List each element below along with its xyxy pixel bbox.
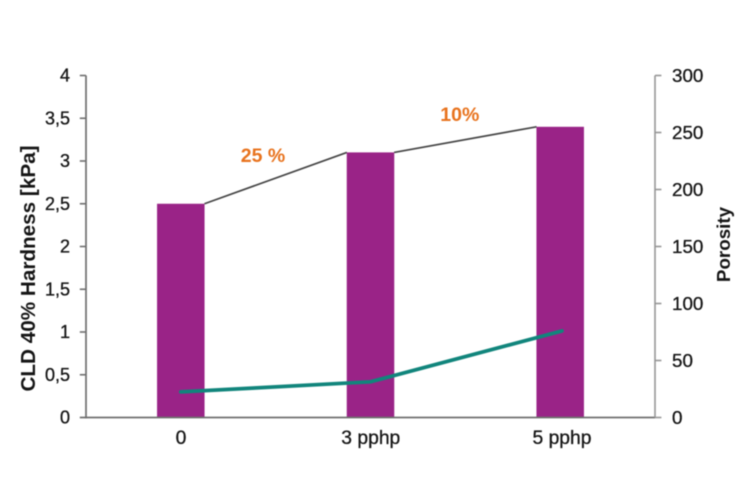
- svg-text:1,5: 1,5: [45, 279, 70, 299]
- svg-text:2: 2: [60, 237, 70, 257]
- svg-text:3: 3: [60, 151, 70, 171]
- svg-text:0,5: 0,5: [45, 365, 70, 385]
- svg-text:CLD 40% Hardness [kPa]: CLD 40% Hardness [kPa]: [17, 145, 40, 391]
- svg-text:3 pphp: 3 pphp: [341, 428, 400, 449]
- svg-text:50: 50: [672, 350, 693, 371]
- svg-text:1: 1: [60, 322, 70, 342]
- svg-text:100: 100: [672, 293, 703, 314]
- svg-text:4: 4: [60, 66, 70, 86]
- svg-text:10%: 10%: [440, 104, 479, 126]
- svg-text:150: 150: [672, 236, 703, 257]
- svg-text:0: 0: [60, 408, 70, 428]
- svg-text:0: 0: [176, 428, 187, 449]
- svg-text:0: 0: [672, 407, 682, 428]
- svg-text:2,5: 2,5: [45, 194, 70, 214]
- svg-text:300: 300: [672, 65, 703, 86]
- svg-text:3,5: 3,5: [45, 108, 70, 128]
- svg-text:5 pphp: 5 pphp: [533, 428, 592, 449]
- svg-text:250: 250: [672, 122, 703, 143]
- svg-text:200: 200: [672, 179, 703, 200]
- svg-text:Porosity: Porosity: [713, 206, 734, 282]
- svg-text:25 %: 25 %: [241, 145, 285, 167]
